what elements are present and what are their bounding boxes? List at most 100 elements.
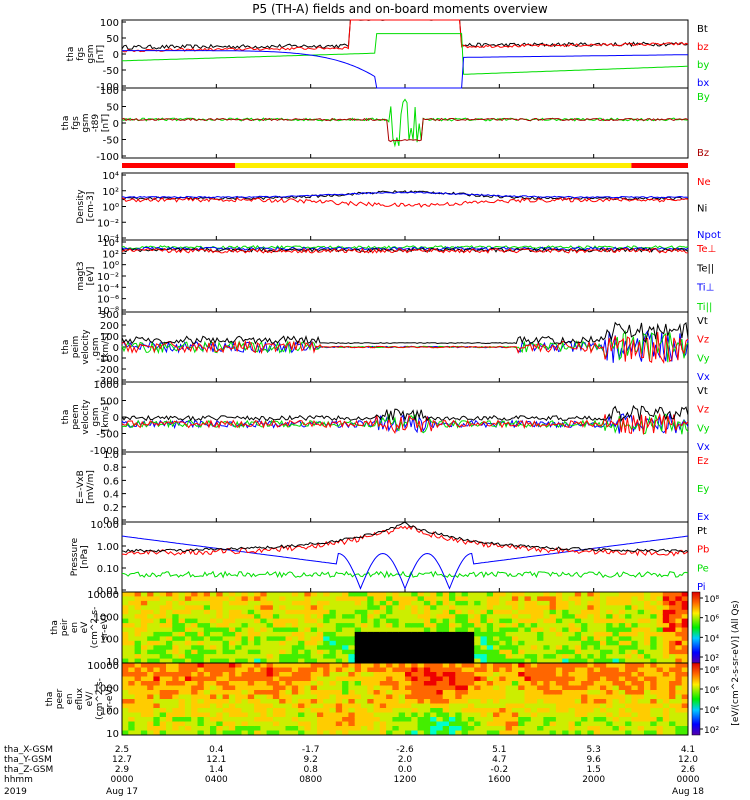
spectrogram-cell — [159, 703, 167, 709]
spectrogram-cell — [625, 703, 632, 709]
spectrogram-cell — [291, 645, 299, 651]
spectrogram-cell — [361, 694, 368, 700]
spectrogram-cell — [266, 658, 274, 663]
spectrogram-cell — [499, 690, 507, 696]
spectrogram-cell — [373, 654, 381, 660]
spectrogram-cell — [600, 717, 607, 723]
spectrogram-cell — [235, 618, 243, 624]
spectrogram-cell — [298, 592, 305, 597]
spectrogram-cell — [254, 699, 261, 705]
spectrogram-cell — [650, 681, 658, 687]
spectrogram-cell — [644, 640, 651, 646]
spectrogram-cell — [637, 672, 645, 678]
spectrogram-cell — [323, 640, 331, 646]
spectrogram-cell — [122, 636, 129, 642]
spectrogram-cell — [122, 609, 129, 615]
spectrogram-cell — [587, 614, 595, 620]
spectrogram-cell — [140, 592, 148, 597]
y-tick-label: 500 — [100, 397, 119, 408]
spectrogram-cell — [191, 717, 199, 723]
spectrogram-cell — [430, 654, 438, 660]
spectrogram-cell — [291, 694, 299, 700]
spectrogram-cell — [442, 636, 450, 642]
spectrogram-cell — [254, 645, 261, 651]
spectrogram-cell — [172, 690, 180, 696]
spectrogram-cell — [392, 667, 400, 673]
spectrogram-cell — [392, 640, 400, 646]
spectrogram-cell — [241, 654, 249, 660]
spectrogram-cell — [474, 654, 482, 660]
spectrogram-cell — [178, 623, 186, 629]
spectrogram-cell — [631, 730, 639, 735]
spectrogram-cell — [637, 730, 645, 735]
spectrogram-cell — [644, 654, 651, 660]
spectrogram-cell — [486, 685, 494, 691]
spectrogram-cell — [549, 721, 557, 727]
spectrogram-cell — [549, 676, 557, 682]
spectrogram-cell — [228, 681, 236, 687]
spectrogram-cell — [631, 690, 639, 696]
spectrogram-cell — [247, 631, 255, 637]
spectrogram-cell — [298, 685, 305, 691]
spectrogram-cell — [254, 708, 261, 714]
spectrogram-cell — [348, 600, 356, 606]
spectrogram-cell — [191, 640, 199, 646]
spectrogram-cell — [587, 672, 595, 678]
spectrogram-cell — [166, 631, 173, 637]
spectrogram-cell — [323, 699, 331, 705]
spectrogram-cell — [480, 712, 488, 718]
spectrogram-cell — [203, 592, 211, 597]
spectrogram-cell — [298, 708, 305, 714]
spectrogram-cell — [323, 636, 331, 642]
spectrogram-cell — [247, 605, 255, 611]
spectrogram-cell — [675, 645, 683, 651]
spectrogram-cell — [379, 708, 387, 714]
spectrogram-cell — [335, 640, 343, 646]
spectrogram-cell — [662, 730, 670, 735]
spectrogram-cell — [662, 672, 670, 678]
spectrogram-cell — [581, 600, 588, 606]
bt-line — [121, 19, 689, 50]
y-axis-label: gsm — [91, 407, 101, 426]
spectrogram-cell — [285, 703, 293, 709]
spectrogram-cell — [128, 627, 136, 633]
spectrogram-cell — [600, 676, 607, 682]
spectrogram-cell — [159, 726, 167, 732]
spectrogram-cell — [210, 681, 217, 687]
spectrogram-cell — [386, 623, 393, 629]
x-tick-value: 9.2 — [304, 755, 318, 765]
spectrogram-cell — [392, 649, 400, 655]
spectrogram-cell — [436, 640, 444, 646]
spectrogram-cell — [197, 618, 205, 624]
spectrogram-cell — [511, 618, 519, 624]
spectrogram-cell — [480, 623, 488, 629]
spectrogram-cell — [612, 681, 620, 687]
spectrogram-cell — [367, 708, 375, 714]
spectrogram-cell — [549, 681, 557, 687]
spectrogram-cell — [530, 627, 538, 633]
spectrogram-cell — [235, 699, 243, 705]
y-tick-label: -1000 — [90, 446, 119, 457]
spectrogram-cell — [266, 717, 274, 723]
colorbar-tick-label: 10⁴ — [704, 634, 719, 644]
spectrogram-cell — [247, 721, 255, 727]
spectrogram-cell — [625, 672, 632, 678]
spectrogram-cell — [474, 631, 482, 637]
spectrogram-cell — [568, 667, 576, 673]
spectrogram-cell — [373, 658, 381, 663]
spectrogram-cell — [581, 631, 588, 637]
spectrogram-cell — [398, 730, 406, 735]
spectrogram-cell — [203, 654, 211, 660]
spectrogram-cell — [524, 631, 532, 637]
spectrogram-cell — [486, 649, 494, 655]
spectrogram-cell — [216, 663, 224, 669]
spectrogram-cell — [241, 703, 249, 709]
spectrogram-cell — [650, 631, 658, 637]
spectrogram-cell — [128, 708, 136, 714]
spectrogram-cell — [197, 676, 205, 682]
spectrogram-cell — [159, 600, 167, 606]
spectrogram-cell — [266, 609, 274, 615]
spectrogram-cell — [681, 614, 688, 620]
spectrogram-cell — [222, 676, 230, 682]
spectrogram-cell — [216, 726, 224, 732]
